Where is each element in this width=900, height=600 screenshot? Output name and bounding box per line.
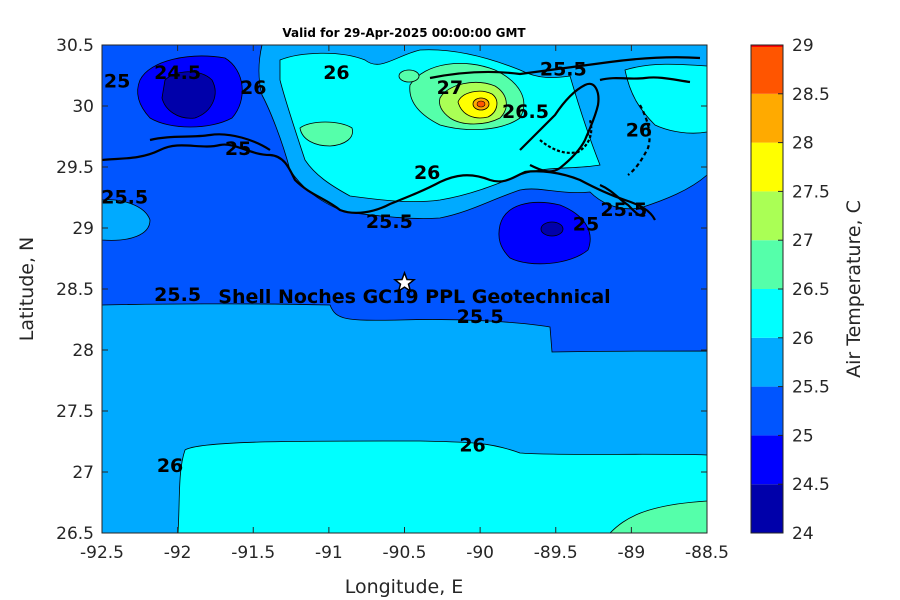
colorbar-tick-label: 28.5: [792, 85, 830, 105]
coastline-layer: [102, 56, 701, 221]
colorbar-swatch: [751, 289, 783, 338]
contour-label: 25.5: [457, 306, 504, 328]
band-25-5-west: [102, 199, 151, 241]
x-tick-label: -89: [617, 543, 645, 563]
contour-label: 26: [626, 120, 652, 142]
band-24-northwest: [161, 71, 216, 119]
contour-label: 26: [323, 62, 349, 84]
colorbar-tick-label: 25: [792, 426, 814, 446]
colorbar-swatch: [751, 191, 783, 241]
y-tick-label: 29.5: [56, 158, 94, 178]
colorbar-ticks: 29 28.5 28 27.5 27 26.5 26 25.5 25 24.5 24: [778, 36, 830, 544]
x-tick-label: -92.5: [80, 543, 124, 563]
coastline-north-shore: [429, 56, 701, 80]
y-axis-label: Latitude, N: [16, 237, 38, 342]
contour-label: 25: [573, 213, 599, 235]
x-tick-label: -91.5: [231, 543, 275, 563]
x-tick-label: -92: [164, 543, 192, 563]
contour-label: 25.5: [366, 211, 413, 233]
colorbar-tick-label: 24.5: [792, 475, 830, 495]
coastline-mississippi-sound: [599, 76, 691, 84]
y-tick-label: 27: [72, 463, 94, 483]
y-tick-label: 26.5: [56, 524, 94, 544]
contour-label: 26: [157, 455, 183, 477]
contour-label: 25.5: [154, 284, 201, 306]
contour-label: 26: [414, 162, 440, 184]
contour-labels: 25 24.526262725.526.526252625.525.525.525…: [101, 59, 652, 478]
contour-label: 26.5: [502, 101, 549, 123]
colorbar-tick-label: 27: [792, 231, 814, 251]
colorbar-swatch: [751, 435, 783, 485]
star-icon[interactable]: [392, 270, 417, 293]
contour-label: 25: [104, 71, 130, 93]
band-28-5: [476, 100, 486, 108]
colorbar-swatch: [751, 240, 783, 289]
band-26-north: [279, 49, 601, 203]
contour-label: 24.5: [154, 62, 201, 84]
x-tick-label: -90: [466, 543, 494, 563]
contour-label: 25.5: [101, 187, 148, 209]
contour-label: 27: [437, 77, 463, 99]
contour-fill-layer: [102, 45, 707, 533]
contour-label: 26: [240, 77, 266, 99]
colorbar-tick-label: 25.5: [792, 378, 830, 398]
colorbar-tick-label: 29: [792, 36, 814, 56]
colorbar-swatch: [751, 45, 783, 94]
band-24-southeast: [540, 221, 564, 237]
x-axis-label: Longitude, E: [345, 576, 464, 598]
colorbar-tick-label: 27.5: [792, 182, 830, 202]
x-tick-label: -88.5: [685, 543, 729, 563]
colorbar-tick-label: 28: [792, 134, 814, 154]
colorbar-swatch: [751, 93, 783, 143]
x-axis-ticks: -92.5 -92 -91.5 -91 -90.5 -90 -89.5 -89 -88.5: [80, 45, 729, 563]
colorbar-tick-label: 26: [792, 329, 814, 349]
site-label: Shell Noches GC19 PPL Geotechnical: [218, 286, 610, 308]
site-marker[interactable]: [392, 270, 417, 293]
coastline-delta: [519, 82, 600, 173]
x-tick-label: -90.5: [383, 543, 427, 563]
chart-title: Valid for 29-Apr-2025 00:00:00 GMT: [282, 26, 526, 40]
coastline-chandeleur: [627, 104, 651, 176]
colorbar-label: Air Temperature, C: [843, 200, 865, 378]
coastline-louisiana-inland: [149, 133, 271, 151]
colorbar-swatch: [751, 142, 783, 192]
contour-label: 25.5: [600, 199, 647, 221]
band-26-south: [177, 440, 707, 533]
contour-label: 25.5: [540, 59, 587, 81]
colorbar-swatch: [751, 484, 783, 533]
y-tick-label: 27.5: [56, 402, 94, 422]
colorbar-swatch-top: [751, 45, 783, 47]
coastline-inner-delta: [539, 119, 593, 154]
colorbar-swatch: [751, 337, 783, 387]
band-26-5-small: [398, 69, 420, 83]
colorbar-tick-label: 24: [792, 524, 814, 544]
contour-label: 25: [225, 138, 251, 160]
y-tick-label: 29: [72, 219, 94, 239]
colorbar-tick-label: 26.5: [792, 280, 830, 300]
y-tick-label: 30: [72, 97, 94, 117]
y-axis-ticks: 30.5 30 29.5 29 28.5 28 27.5 27 26.5: [56, 36, 707, 544]
x-tick-label: -89.5: [534, 543, 578, 563]
band-26-5-central: [299, 121, 353, 147]
coastline-main: [102, 143, 656, 221]
colorbar-swatch: [751, 386, 783, 436]
coastline-bird-foot: [599, 183, 646, 217]
y-tick-label: 28.5: [56, 280, 94, 300]
contour-label: 26: [459, 434, 485, 456]
y-tick-label: 30.5: [56, 36, 94, 56]
x-tick-label: -91: [315, 543, 343, 563]
colorbar: [751, 45, 783, 533]
y-tick-label: 28: [72, 341, 94, 361]
